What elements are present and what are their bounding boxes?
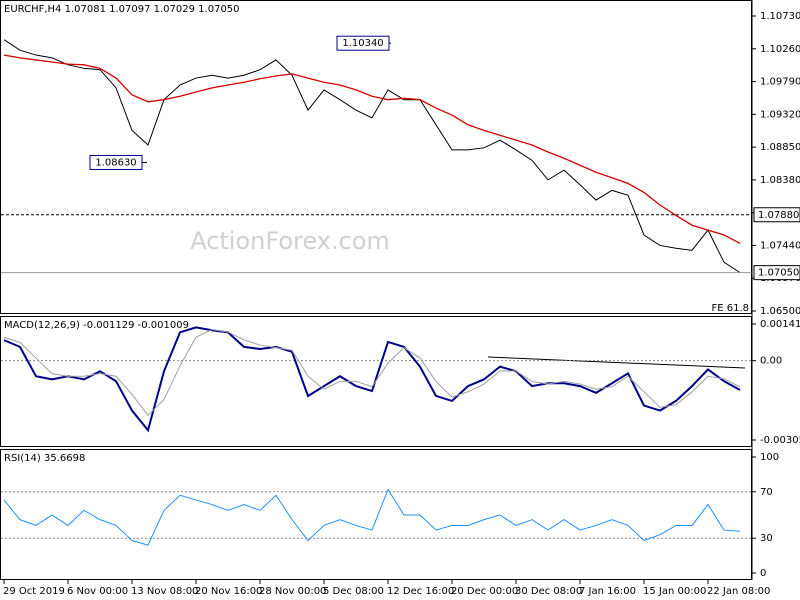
watermark: ActionForex.com: [190, 227, 390, 255]
x-tick-label: 13 Nov 08:00: [131, 586, 198, 597]
series-line: [3, 54, 741, 244]
x-tick-label: 12 Dec 16:00: [387, 586, 454, 597]
x-tick-label: 6 Nov 00:00: [67, 586, 128, 597]
x-tick-label: 5 Dec 08:00: [323, 586, 384, 597]
y-tick-label: 1.08380: [760, 175, 800, 186]
annotation-box: [89, 154, 143, 170]
y-tick-label: 1.06500: [760, 306, 800, 317]
series-line: [3, 328, 741, 416]
y-tick-label: 1.07440: [760, 240, 800, 251]
y-tick-label: 70: [760, 487, 773, 498]
x-tick-label: 22 Jan 08:00: [707, 586, 770, 597]
annotation-label: 1.08630: [95, 157, 136, 168]
y-tick-label: 30: [760, 533, 773, 544]
series-line: [3, 326, 741, 433]
annotation-box: [336, 35, 390, 51]
y-tick-label: 0: [760, 568, 766, 579]
x-tick-label: 28 Nov 00:00: [259, 586, 326, 597]
y-tick-label: 0.001411: [760, 319, 800, 330]
price-title: EURCHF,H4 1.07081 1.07097 1.07029 1.0705…: [4, 4, 240, 15]
rsi-title: RSI(14) 35.6698: [4, 453, 85, 464]
x-tick-label: 7 Jan 16:00: [579, 586, 636, 597]
y-tick-label: 1.09320: [760, 109, 800, 120]
y-tick-label: 0.00: [760, 356, 782, 367]
x-tick-label: 20 Dec 00:00: [451, 586, 518, 597]
x-tick-label: 30 Dec 08:00: [515, 586, 582, 597]
level-label: 1.07880: [758, 210, 799, 221]
x-tick-label: 20 Nov 16:00: [195, 586, 262, 597]
level-box: [753, 207, 800, 223]
x-tick-label: 29 Oct 2019: [3, 586, 65, 597]
trend-line: [487, 356, 746, 369]
y-tick-label: 1.08850: [760, 142, 800, 153]
y-tick-label: 100: [760, 452, 779, 463]
x-tick-label: 15 Jan 00:00: [643, 586, 706, 597]
annotation-label: 1.10340: [342, 38, 383, 49]
level-box: [753, 265, 800, 281]
y-tick-label: 1.09790: [760, 77, 800, 88]
level-label: 1.07050: [758, 268, 799, 279]
fe-note: FE 61.8: [711, 303, 749, 314]
series-line: [3, 488, 741, 546]
y-tick-label: 1.10730: [760, 11, 800, 22]
macd-title: MACD(12,26,9) -0.001129 -0.001009: [4, 320, 189, 331]
series-line: [3, 39, 741, 274]
y-tick-label: -0.003055: [760, 435, 800, 446]
y-tick-label: 1.10260: [760, 44, 800, 55]
